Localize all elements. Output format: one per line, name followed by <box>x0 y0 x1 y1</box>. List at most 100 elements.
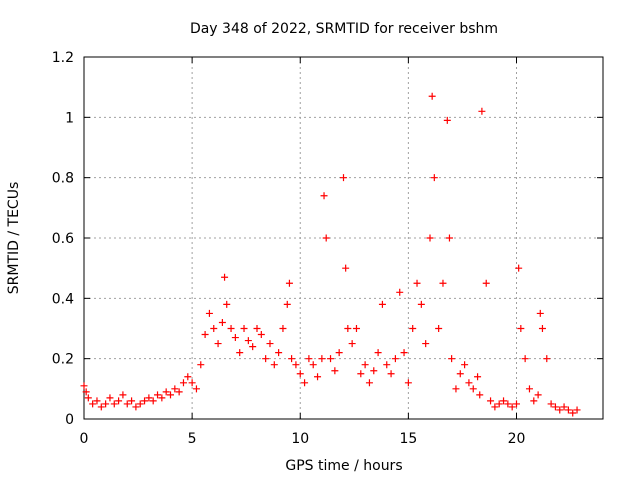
data-point <box>210 325 218 332</box>
data-point <box>478 107 486 115</box>
data-point <box>482 279 490 287</box>
y-tick-label: 0 <box>65 412 74 428</box>
chart-title: Day 348 of 2022, SRMTID for receiver bsh… <box>190 21 498 37</box>
data-point <box>110 400 118 408</box>
data-point <box>231 334 239 342</box>
y-tick-label: 1 <box>65 110 74 126</box>
data-point <box>223 300 231 308</box>
x-tick-label: 0 <box>80 431 89 447</box>
data-point <box>158 394 166 402</box>
y-tick-label: 0.8 <box>52 171 74 187</box>
data-point <box>404 379 412 387</box>
data-point <box>301 379 309 387</box>
data-point <box>84 394 92 402</box>
data-point <box>465 379 473 387</box>
data-point <box>285 279 293 287</box>
data-point <box>491 403 499 411</box>
data-point <box>305 355 313 363</box>
data-point <box>314 373 322 381</box>
data-point <box>184 373 192 381</box>
data-point <box>154 391 162 399</box>
data-point <box>123 400 131 408</box>
data-point <box>93 397 101 405</box>
data-point <box>439 279 447 287</box>
data-point <box>253 325 261 332</box>
data-point <box>80 382 88 390</box>
data-point <box>551 403 559 411</box>
data-point <box>327 355 335 363</box>
data-point <box>348 340 356 348</box>
data-point <box>162 388 170 396</box>
data-point <box>218 318 226 326</box>
data-point <box>573 406 581 414</box>
x-tick-label: 5 <box>188 431 197 447</box>
data-point <box>221 273 229 281</box>
x-tick-label: 10 <box>291 431 309 447</box>
data-point <box>201 331 209 339</box>
data-point <box>556 406 564 414</box>
data-point <box>188 379 196 387</box>
data-point <box>547 400 555 408</box>
data-point <box>396 288 404 296</box>
data-point <box>115 397 123 405</box>
data-point <box>536 309 544 317</box>
data-point <box>374 349 382 357</box>
data-point <box>517 325 525 332</box>
data-point <box>283 300 291 308</box>
data-point <box>400 349 408 357</box>
data-point <box>426 234 434 242</box>
data-point <box>413 279 421 287</box>
data-point <box>409 325 417 332</box>
plot-frame <box>83 56 604 420</box>
data-point <box>257 331 265 339</box>
data-point <box>344 325 352 332</box>
data-point <box>292 361 300 369</box>
data-point <box>227 325 235 332</box>
data-point <box>249 343 257 351</box>
x-tick-label: 20 <box>508 431 526 447</box>
data-point <box>538 325 546 332</box>
data-point <box>175 388 183 396</box>
data-point <box>428 92 436 100</box>
y-tick-label: 0.6 <box>52 231 74 247</box>
data-point <box>106 394 114 402</box>
data-point <box>495 400 503 408</box>
data-point <box>179 379 187 387</box>
data-point <box>487 397 495 405</box>
data-point <box>469 385 477 393</box>
data-point <box>525 385 533 393</box>
data-point <box>474 373 482 381</box>
data-point <box>365 379 373 387</box>
data-point <box>192 385 200 393</box>
data-point <box>508 403 516 411</box>
data-point <box>275 349 283 357</box>
data-point <box>145 394 153 402</box>
data-point <box>361 361 369 369</box>
data-point <box>357 370 365 378</box>
data-point <box>132 403 140 411</box>
data-point <box>370 367 378 375</box>
data-point <box>445 234 453 242</box>
data-point <box>387 370 395 378</box>
data-point <box>97 403 105 411</box>
data-point <box>128 397 136 405</box>
data-point <box>435 325 443 332</box>
data-point <box>443 116 451 124</box>
data-point <box>331 367 339 375</box>
data-point <box>342 264 350 272</box>
data-point <box>89 400 97 408</box>
data-point <box>564 406 572 414</box>
data-point <box>320 192 328 200</box>
data-point <box>461 361 469 369</box>
data-point <box>318 355 326 363</box>
data-point <box>296 370 304 378</box>
data-points <box>80 92 581 417</box>
grid <box>84 57 603 419</box>
data-point <box>422 340 430 348</box>
data-point <box>205 309 213 317</box>
y-axis-label: SRMTID / TECUs <box>6 182 22 295</box>
data-point <box>82 388 90 396</box>
data-point <box>266 340 274 348</box>
